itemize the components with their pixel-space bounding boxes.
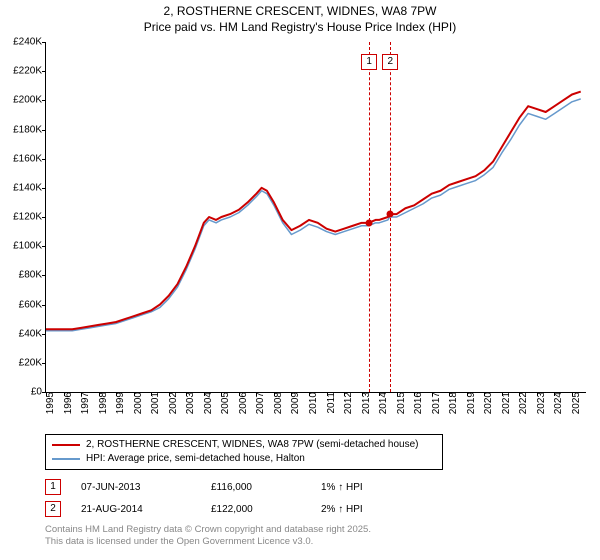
- marker-dot-2: [387, 211, 394, 218]
- x-axis-tick-label: 2025: [569, 392, 582, 414]
- x-axis-tick-label: 2004: [201, 392, 214, 414]
- x-axis-tick-label: 2024: [551, 392, 564, 414]
- x-axis-tick-label: 2014: [376, 392, 389, 414]
- x-axis-tick-label: 2013: [359, 392, 372, 414]
- x-axis-tick-label: 1998: [96, 392, 109, 414]
- x-axis-tick-label: 2006: [236, 392, 249, 414]
- x-axis-tick-label: 2002: [166, 392, 179, 414]
- transaction-date-2: 21-AUG-2014: [81, 504, 191, 515]
- legend-swatch-price-paid: [52, 444, 80, 446]
- callout-box-2: 2: [382, 54, 398, 70]
- x-axis-tick-label: 2017: [429, 392, 442, 414]
- chart-plot-area: £0£20K£40K£60K£80K£100K£120K£140K£160K£1…: [45, 42, 586, 393]
- x-axis-tick-label: 2007: [253, 392, 266, 414]
- legend-label-hpi: HPI: Average price, semi-detached house,…: [86, 452, 305, 466]
- x-axis-tick-label: 1997: [78, 392, 91, 414]
- transaction-marker-2: 2: [45, 501, 61, 517]
- x-axis-tick-label: 2018: [446, 392, 459, 414]
- legend-swatch-hpi: [52, 458, 80, 460]
- x-axis-tick-label: 2005: [218, 392, 231, 414]
- x-axis-tick-label: 2019: [464, 392, 477, 414]
- transaction-pct-2: 2% ↑ HPI: [321, 504, 391, 515]
- transaction-date-1: 07-JUN-2013: [81, 482, 191, 493]
- transaction-pct-1: 1% ↑ HPI: [321, 482, 391, 493]
- chart-lines-svg: [46, 42, 586, 392]
- x-axis-tick-label: 2023: [534, 392, 547, 414]
- x-axis-tick-label: 2020: [481, 392, 494, 414]
- x-axis-tick-label: 2000: [131, 392, 144, 414]
- callout-vline-1: [369, 42, 370, 392]
- transaction-price-1: £116,000: [211, 482, 301, 493]
- marker-dot-1: [366, 219, 373, 226]
- transaction-price-2: £122,000: [211, 504, 301, 515]
- x-axis-tick-label: 2011: [324, 392, 337, 414]
- attribution-line-1: Contains HM Land Registry data © Crown c…: [45, 524, 371, 536]
- x-axis-tick-label: 2015: [394, 392, 407, 414]
- x-axis-tick-label: 1995: [43, 392, 56, 414]
- attribution-line-2: This data is licensed under the Open Gov…: [45, 536, 371, 548]
- transactions-table: 1 07-JUN-2013 £116,000 1% ↑ HPI 2 21-AUG…: [45, 476, 391, 520]
- title-line-1: 2, ROSTHERNE CRESCENT, WIDNES, WA8 7PW: [0, 4, 600, 20]
- x-axis-tick-label: 2016: [411, 392, 424, 414]
- series-line-hpi: [46, 99, 581, 331]
- x-axis-tick-label: 2021: [499, 392, 512, 414]
- legend-box: 2, ROSTHERNE CRESCENT, WIDNES, WA8 7PW (…: [45, 434, 443, 470]
- callout-box-1: 1: [361, 54, 377, 70]
- x-axis-tick-label: 2009: [288, 392, 301, 414]
- legend-row-1: 2, ROSTHERNE CRESCENT, WIDNES, WA8 7PW (…: [52, 438, 436, 452]
- x-axis-tick-label: 2003: [183, 392, 196, 414]
- legend-row-2: HPI: Average price, semi-detached house,…: [52, 452, 436, 466]
- x-axis-tick-label: 2008: [271, 392, 284, 414]
- attribution-block: Contains HM Land Registry data © Crown c…: [45, 524, 371, 549]
- x-axis-tick-label: 2022: [516, 392, 529, 414]
- x-axis-tick-label: 2001: [148, 392, 161, 414]
- transaction-marker-1: 1: [45, 479, 61, 495]
- title-line-2: Price paid vs. HM Land Registry's House …: [0, 20, 600, 36]
- x-axis-tick-label: 2010: [306, 392, 319, 414]
- transaction-row-1: 1 07-JUN-2013 £116,000 1% ↑ HPI: [45, 476, 391, 498]
- transaction-row-2: 2 21-AUG-2014 £122,000 2% ↑ HPI: [45, 498, 391, 520]
- legend-label-price-paid: 2, ROSTHERNE CRESCENT, WIDNES, WA8 7PW (…: [86, 438, 419, 452]
- x-axis-tick-label: 1996: [61, 392, 74, 414]
- series-line-price_paid: [46, 92, 581, 330]
- x-axis-tick-label: 1999: [113, 392, 126, 414]
- chart-title-block: 2, ROSTHERNE CRESCENT, WIDNES, WA8 7PW P…: [0, 0, 600, 35]
- x-axis-tick-label: 2012: [341, 392, 354, 414]
